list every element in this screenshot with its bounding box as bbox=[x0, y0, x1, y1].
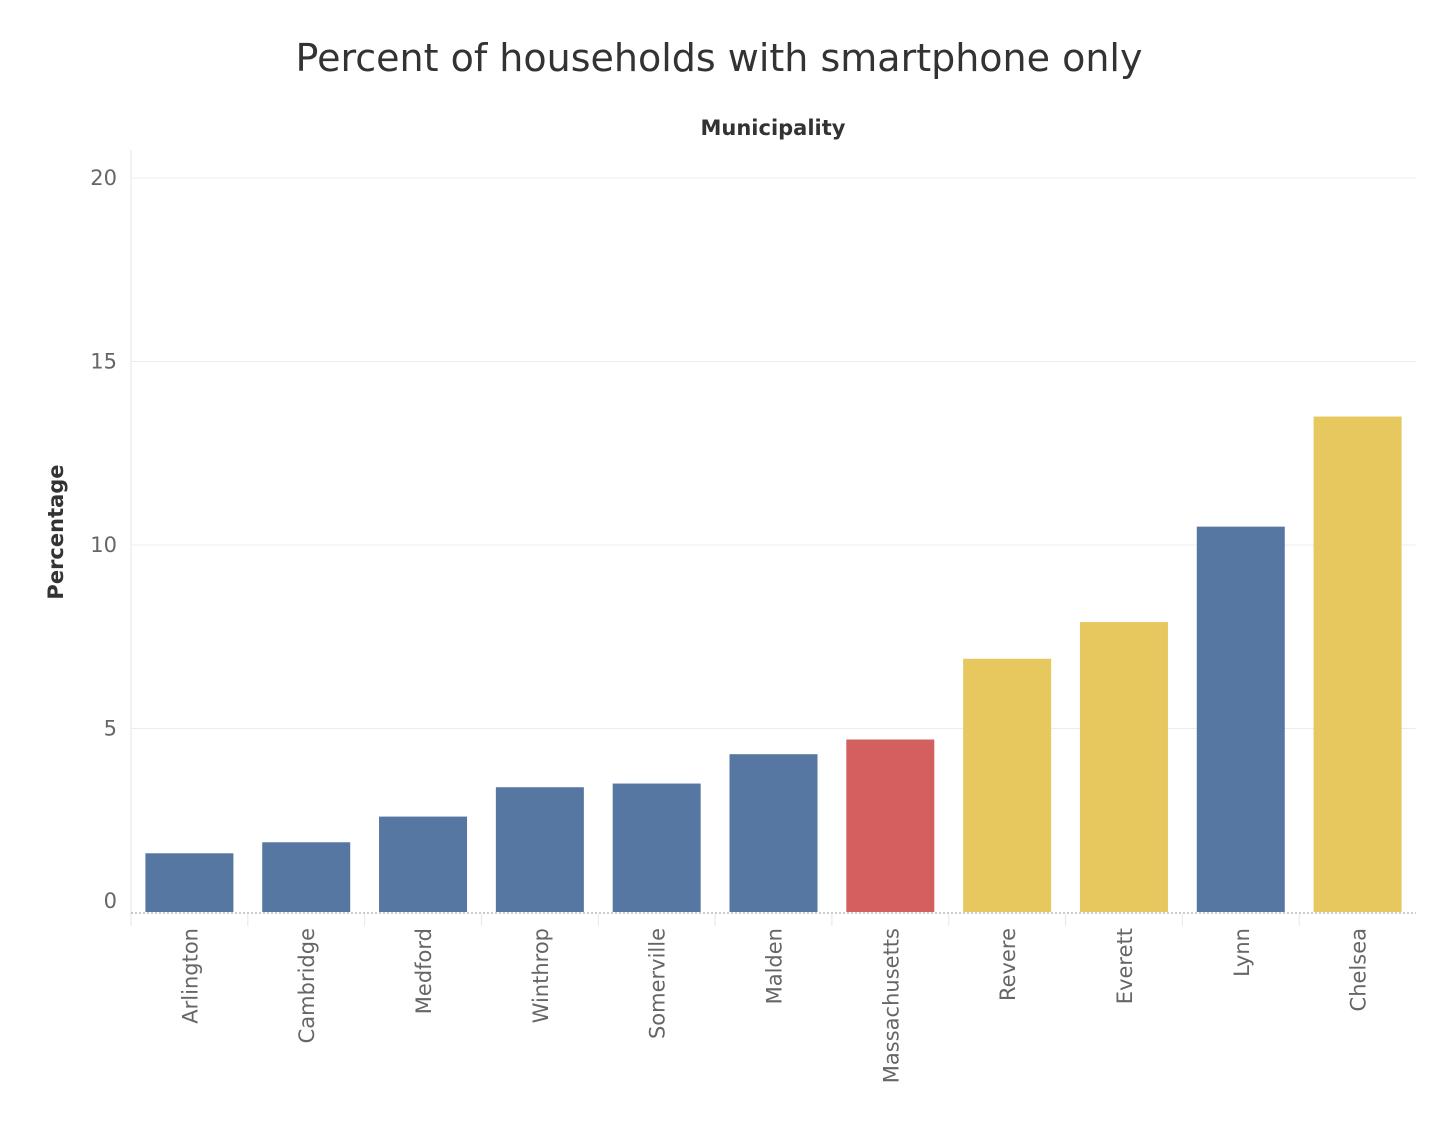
y-axis-ticks: 0 5 10 15 20 bbox=[90, 166, 117, 913]
bar-chelsea bbox=[1313, 416, 1402, 912]
y-tick-label: 20 bbox=[90, 166, 117, 190]
x-tick-label: Winthrop bbox=[529, 928, 553, 1023]
bar-everett bbox=[1079, 622, 1168, 912]
y-tick-label: 5 bbox=[104, 717, 117, 741]
x-tick-label: Massachusetts bbox=[879, 928, 903, 1083]
x-tick-label: Everett bbox=[1113, 928, 1137, 1004]
bar-somerville bbox=[612, 783, 701, 912]
x-tick-label: Revere bbox=[996, 928, 1020, 1001]
x-tick-label: Malden bbox=[763, 928, 787, 1004]
y-axis-title: Percentage bbox=[44, 464, 68, 599]
bar-malden bbox=[729, 754, 818, 912]
bar-medford bbox=[379, 816, 468, 912]
x-tick-label: Arlington bbox=[178, 928, 202, 1024]
bar-arlington bbox=[145, 853, 234, 912]
x-tick-label: Chelsea bbox=[1347, 928, 1371, 1011]
bar-revere bbox=[963, 658, 1052, 912]
chart-title: Percent of households with smartphone on… bbox=[295, 36, 1143, 80]
y-tick-label: 10 bbox=[90, 533, 117, 557]
y-tick-label: 0 bbox=[104, 889, 117, 913]
bar-winthrop bbox=[495, 787, 584, 912]
x-axis bbox=[131, 912, 1416, 926]
x-tick-label: Medford bbox=[412, 928, 436, 1014]
x-axis-labels: Arlington Cambridge Medford Winthrop Somervi… bbox=[178, 928, 1370, 1083]
bar-lynn bbox=[1196, 526, 1285, 912]
column-header: Municipality bbox=[701, 116, 846, 140]
bar-massachusetts bbox=[846, 739, 935, 912]
x-tick-label: Somerville bbox=[646, 928, 670, 1039]
bar-cambridge bbox=[262, 842, 351, 912]
y-tick-label: 15 bbox=[90, 350, 117, 374]
x-tick-label: Cambridge bbox=[295, 928, 319, 1043]
x-tick-label: Lynn bbox=[1230, 928, 1254, 977]
bars bbox=[145, 416, 1402, 912]
